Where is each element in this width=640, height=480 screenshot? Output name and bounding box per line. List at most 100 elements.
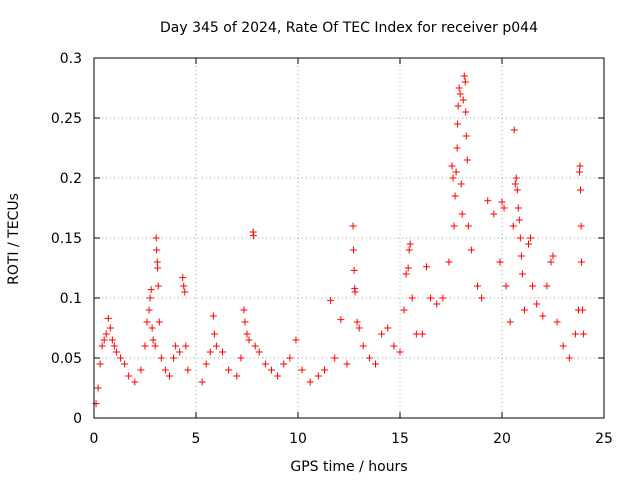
data-point <box>298 366 306 374</box>
data-point <box>349 246 357 254</box>
data-point <box>154 264 162 272</box>
data-point <box>396 348 404 356</box>
data-point <box>161 366 169 374</box>
data-point <box>106 324 114 332</box>
data-point <box>250 232 258 240</box>
y-tick-label: 0.25 <box>51 111 82 127</box>
data-point <box>286 354 294 362</box>
data-point <box>145 306 153 314</box>
data-point <box>565 354 573 362</box>
data-point <box>502 282 510 290</box>
data-point <box>172 342 180 350</box>
data-point <box>104 314 112 322</box>
data-point <box>571 330 579 338</box>
data-point <box>454 120 462 128</box>
data-point <box>343 360 351 368</box>
data-point <box>100 336 108 344</box>
data-points <box>92 72 588 408</box>
data-point <box>500 204 508 212</box>
y-tick-label: 0.05 <box>51 351 82 367</box>
data-point <box>137 366 145 374</box>
data-point <box>149 336 157 344</box>
data-point <box>506 318 514 326</box>
data-point <box>117 354 125 362</box>
data-point <box>518 270 526 278</box>
data-point <box>155 318 163 326</box>
data-point <box>576 162 584 170</box>
data-point <box>517 252 525 260</box>
data-point <box>559 342 567 350</box>
data-point <box>462 132 470 140</box>
data-point <box>461 78 469 86</box>
data-point <box>496 258 504 266</box>
data-point <box>513 186 521 194</box>
data-point <box>102 330 110 338</box>
data-point <box>176 348 184 356</box>
data-point <box>198 378 206 386</box>
data-point <box>427 294 435 302</box>
x-tick-label: 5 <box>192 431 201 447</box>
data-point <box>580 330 588 338</box>
data-point <box>433 300 441 308</box>
data-point <box>321 366 329 374</box>
data-point <box>515 216 523 224</box>
data-point <box>547 258 555 266</box>
data-point <box>549 252 557 260</box>
data-point <box>125 372 133 380</box>
data-point <box>525 240 533 248</box>
data-point <box>449 174 457 182</box>
data-point <box>353 318 361 326</box>
data-point <box>110 342 118 350</box>
data-point <box>512 174 520 182</box>
data-point <box>579 306 587 314</box>
x-tick-label: 25 <box>595 431 613 447</box>
data-point <box>404 264 412 272</box>
data-point <box>516 234 524 242</box>
data-point <box>553 318 561 326</box>
data-point <box>478 294 486 302</box>
x-tick-label: 10 <box>289 431 307 447</box>
data-point <box>456 90 464 98</box>
data-point <box>463 156 471 164</box>
data-point <box>212 342 220 350</box>
data-point <box>337 316 345 324</box>
y-axis-label: ROTI / TECUs <box>6 193 22 285</box>
data-point <box>108 336 116 344</box>
data-point <box>237 354 245 362</box>
data-point <box>151 342 159 350</box>
data-point <box>462 108 470 116</box>
data-point <box>510 126 518 134</box>
data-point <box>112 348 120 356</box>
data-point <box>464 222 472 230</box>
data-point <box>206 348 214 356</box>
data-point <box>98 342 106 350</box>
data-point <box>141 342 149 350</box>
data-point <box>245 336 253 344</box>
data-point <box>179 274 187 282</box>
data-point <box>576 168 584 176</box>
data-point <box>181 288 189 296</box>
data-point <box>251 342 259 350</box>
data-point <box>406 240 414 248</box>
data-point <box>255 348 263 356</box>
data-point <box>146 294 154 302</box>
data-point <box>408 294 416 302</box>
data-point <box>280 360 288 368</box>
data-point <box>225 366 233 374</box>
data-point <box>274 372 282 380</box>
data-point <box>520 306 528 314</box>
data-point <box>349 222 357 230</box>
data-point <box>445 258 453 266</box>
data-point <box>402 270 410 278</box>
data-point <box>484 197 492 205</box>
data-point <box>498 198 506 206</box>
data-point <box>533 300 541 308</box>
data-point <box>267 366 275 374</box>
data-point <box>412 330 420 338</box>
x-tick-label: 20 <box>493 431 511 447</box>
data-point <box>459 96 467 104</box>
y-tick-label: 0 <box>73 411 82 427</box>
data-point <box>453 144 461 152</box>
data-point <box>423 263 431 271</box>
